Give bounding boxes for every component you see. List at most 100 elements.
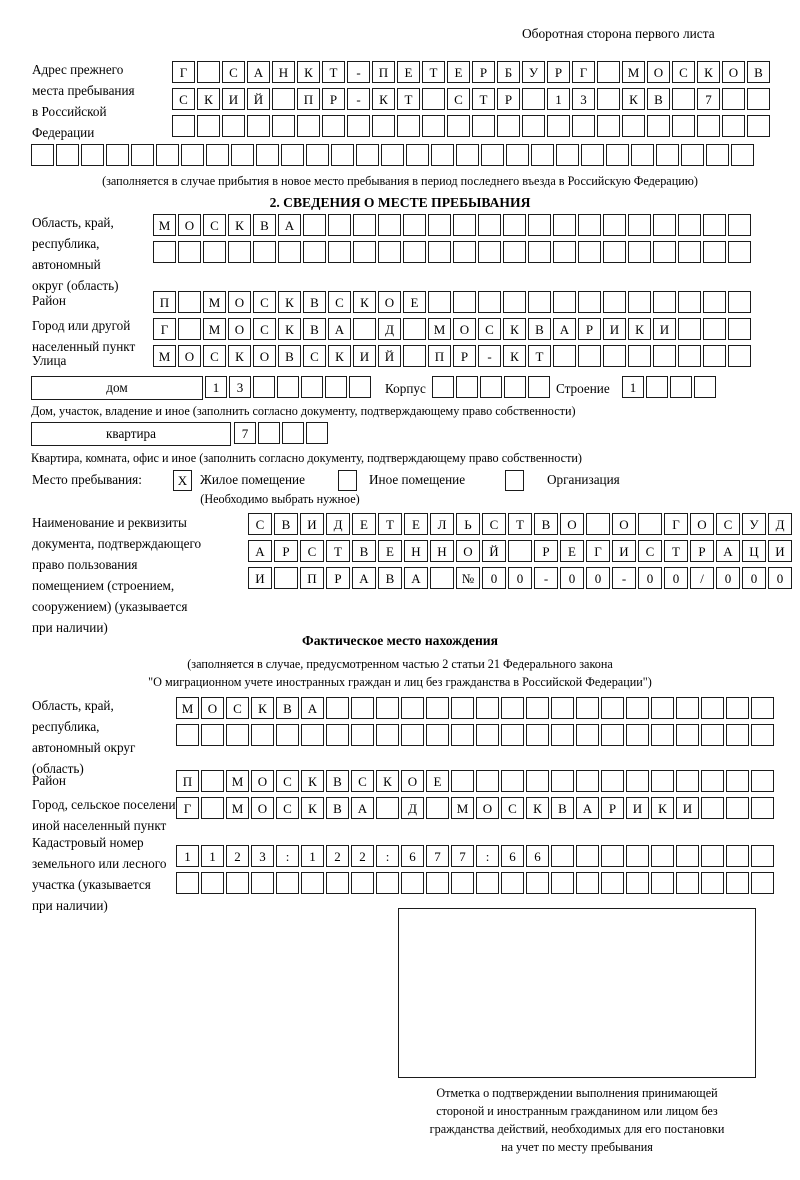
- char-cell[interactable]: Н: [404, 540, 428, 562]
- char-cell[interactable]: [31, 144, 54, 166]
- char-cell[interactable]: М: [153, 214, 176, 236]
- char-cell[interactable]: [81, 144, 104, 166]
- char-cell[interactable]: [274, 567, 298, 589]
- char-cell[interactable]: [258, 422, 280, 444]
- char-cell[interactable]: [653, 241, 676, 263]
- char-cell[interactable]: [581, 144, 604, 166]
- char-cell[interactable]: 0: [664, 567, 688, 589]
- char-cell[interactable]: И: [603, 318, 626, 340]
- char-cell[interactable]: С: [222, 61, 245, 83]
- char-cell[interactable]: [376, 724, 399, 746]
- char-cell[interactable]: С: [248, 513, 272, 535]
- char-cell[interactable]: И: [353, 345, 376, 367]
- char-cell[interactable]: [656, 144, 679, 166]
- char-cell[interactable]: [426, 872, 449, 894]
- char-cell[interactable]: [551, 845, 574, 867]
- char-cell[interactable]: [478, 291, 501, 313]
- char-cell[interactable]: 6: [501, 845, 524, 867]
- char-cell[interactable]: [601, 697, 624, 719]
- char-cell[interactable]: А: [278, 214, 301, 236]
- char-cell[interactable]: [401, 724, 424, 746]
- char-cell[interactable]: [303, 214, 326, 236]
- char-cell[interactable]: [528, 214, 551, 236]
- char-cell[interactable]: :: [276, 845, 299, 867]
- char-cell[interactable]: 1: [201, 845, 224, 867]
- char-cell[interactable]: 7: [697, 88, 720, 110]
- char-cell[interactable]: [526, 724, 549, 746]
- char-cell[interactable]: [628, 345, 651, 367]
- char-cell[interactable]: Р: [547, 61, 570, 83]
- char-cell[interactable]: [701, 770, 724, 792]
- char-cell[interactable]: [728, 214, 751, 236]
- char-cell[interactable]: 3: [251, 845, 274, 867]
- korpus-cells[interactable]: [432, 376, 552, 398]
- char-cell[interactable]: П: [153, 291, 176, 313]
- char-cell[interactable]: М: [203, 318, 226, 340]
- char-cell[interactable]: Е: [404, 513, 428, 535]
- checkbox-organizaciya[interactable]: [505, 470, 524, 491]
- char-cell[interactable]: [403, 345, 426, 367]
- char-cell[interactable]: К: [697, 61, 720, 83]
- char-cell[interactable]: [253, 376, 275, 398]
- char-cell[interactable]: 0: [742, 567, 766, 589]
- char-cell[interactable]: [481, 144, 504, 166]
- char-cell[interactable]: [456, 376, 478, 398]
- char-cell[interactable]: [522, 88, 545, 110]
- char-cell[interactable]: М: [428, 318, 451, 340]
- char-cell[interactable]: [131, 144, 154, 166]
- char-cell[interactable]: [553, 291, 576, 313]
- char-cell[interactable]: -: [534, 567, 558, 589]
- char-cell[interactable]: [428, 291, 451, 313]
- char-cell[interactable]: [526, 872, 549, 894]
- char-cell[interactable]: В: [276, 697, 299, 719]
- char-cell[interactable]: [331, 144, 354, 166]
- char-cell[interactable]: А: [248, 540, 272, 562]
- char-cell[interactable]: Р: [322, 88, 345, 110]
- char-cell[interactable]: Р: [453, 345, 476, 367]
- char-cell[interactable]: Е: [397, 61, 420, 83]
- char-cell[interactable]: Г: [172, 61, 195, 83]
- char-cell[interactable]: [701, 697, 724, 719]
- char-cell[interactable]: К: [297, 61, 320, 83]
- char-cell[interactable]: [626, 724, 649, 746]
- char-cell[interactable]: В: [378, 567, 402, 589]
- char-cell[interactable]: И: [300, 513, 324, 535]
- char-cell[interactable]: [172, 115, 195, 137]
- char-cell[interactable]: [726, 872, 749, 894]
- char-cell[interactable]: Р: [534, 540, 558, 562]
- char-cell[interactable]: [222, 115, 245, 137]
- char-cell[interactable]: [697, 115, 720, 137]
- char-cell[interactable]: [504, 376, 526, 398]
- char-cell[interactable]: Н: [272, 61, 295, 83]
- char-cell[interactable]: 1: [622, 376, 644, 398]
- char-cell[interactable]: [628, 214, 651, 236]
- char-cell[interactable]: [651, 845, 674, 867]
- char-cell[interactable]: Р: [578, 318, 601, 340]
- char-cell[interactable]: 1: [176, 845, 199, 867]
- char-cell[interactable]: П: [297, 88, 320, 110]
- char-cell[interactable]: [451, 697, 474, 719]
- char-cell[interactable]: 2: [326, 845, 349, 867]
- char-cell[interactable]: [606, 144, 629, 166]
- char-cell[interactable]: [628, 241, 651, 263]
- char-cell[interactable]: [553, 241, 576, 263]
- char-cell[interactable]: [603, 241, 626, 263]
- char-cell[interactable]: [526, 770, 549, 792]
- char-cell[interactable]: :: [476, 845, 499, 867]
- char-cell[interactable]: [301, 872, 324, 894]
- char-cell[interactable]: [178, 318, 201, 340]
- char-cell[interactable]: [628, 291, 651, 313]
- char-cell[interactable]: [282, 422, 304, 444]
- char-cell[interactable]: [349, 376, 371, 398]
- char-cell[interactable]: [326, 697, 349, 719]
- doc-details-row[interactable]: И П Р А В А № 0 0-0 0-0 0/0 0 0: [248, 567, 794, 589]
- char-cell[interactable]: [426, 797, 449, 819]
- char-cell[interactable]: С: [276, 770, 299, 792]
- char-cell[interactable]: [701, 845, 724, 867]
- char-cell[interactable]: [676, 724, 699, 746]
